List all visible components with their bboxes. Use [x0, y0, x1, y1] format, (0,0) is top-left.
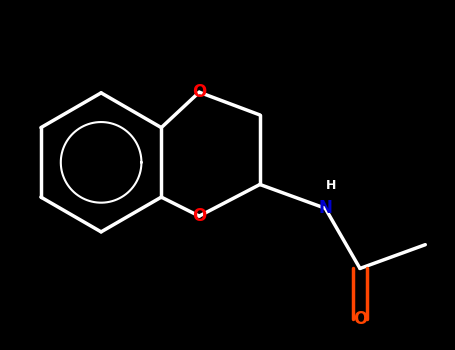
Text: O: O [192, 207, 207, 225]
Text: N: N [318, 199, 332, 217]
Text: O: O [353, 310, 367, 328]
Text: H: H [326, 179, 337, 192]
Text: O: O [192, 83, 207, 101]
